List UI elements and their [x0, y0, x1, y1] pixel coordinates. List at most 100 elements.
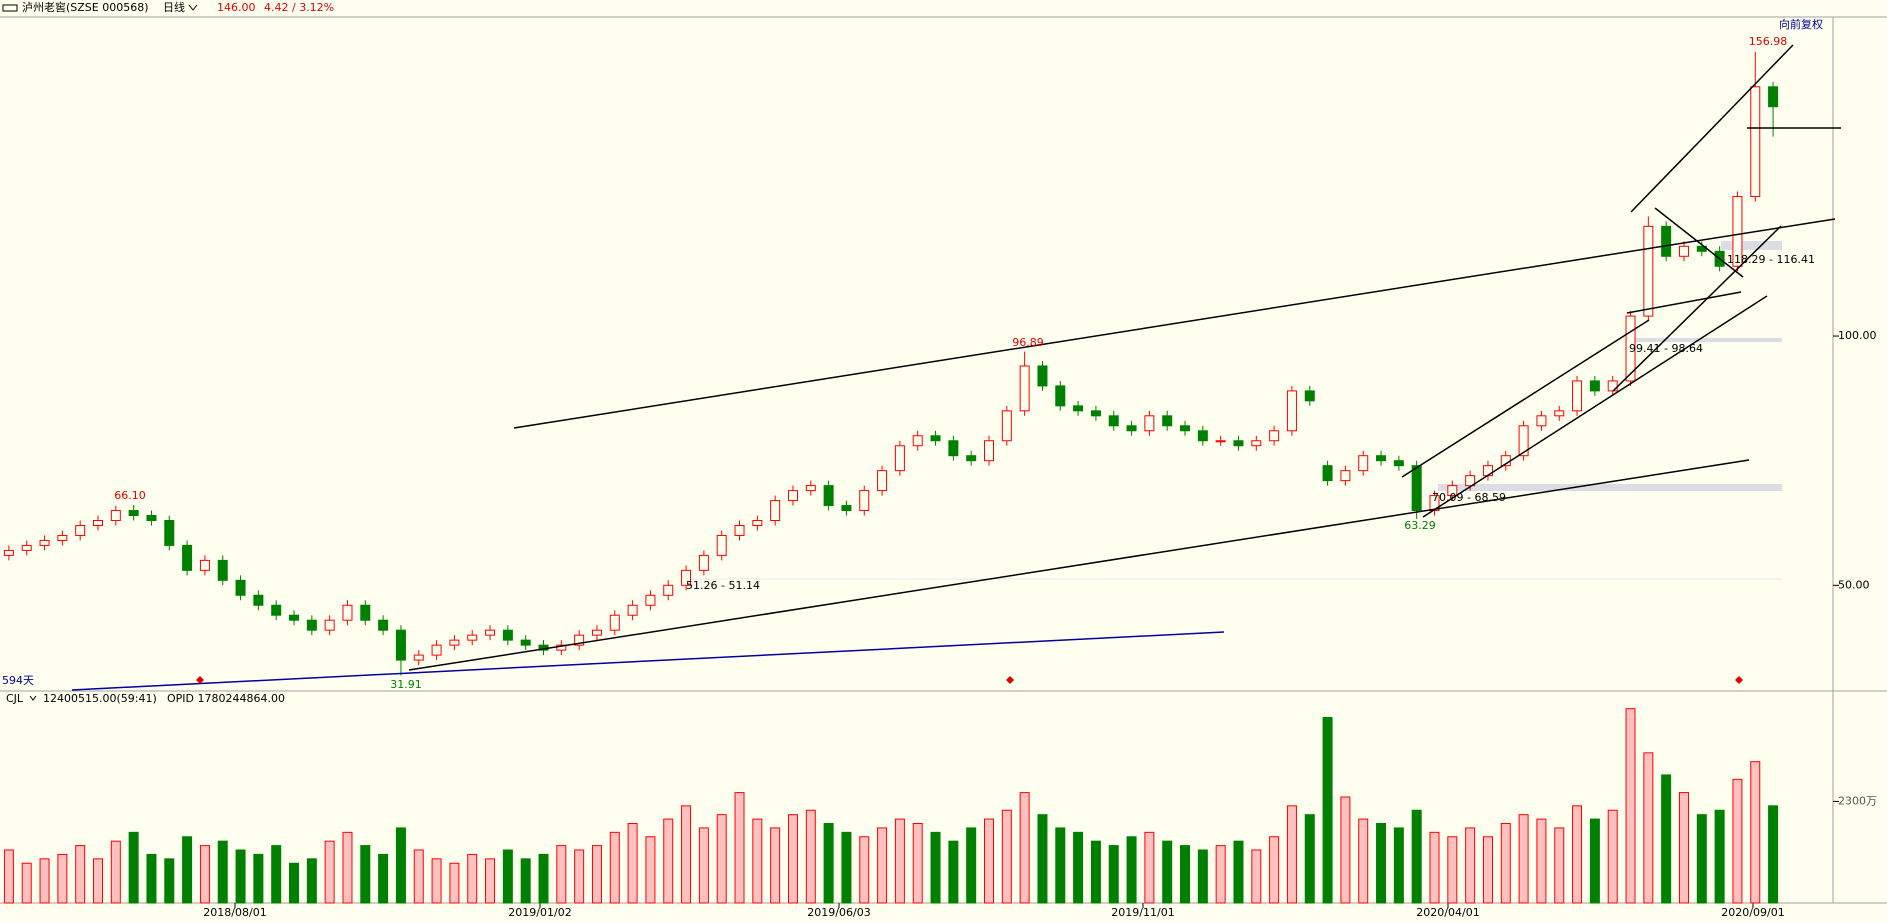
volume-bar [1500, 823, 1511, 904]
volume-bar [1589, 818, 1600, 904]
candle-body [146, 515, 157, 522]
symbol: 泸州老窖(SZSE 000568) [22, 0, 149, 14]
candle-body [21, 544, 32, 551]
volume-bar [787, 814, 798, 904]
candle-body [912, 435, 923, 447]
trend-line [1401, 319, 1650, 478]
period[interactable]: 日线 [163, 0, 185, 14]
price-label: 66.10 [114, 489, 146, 502]
candle-body [1768, 86, 1779, 108]
volume-bar [57, 853, 68, 904]
candle-body [1215, 440, 1226, 443]
candle-body [1554, 410, 1565, 417]
price-label: 156.98 [1749, 35, 1788, 48]
candle-body [289, 614, 300, 621]
indicator-value: 12400515.00(59:41) [43, 692, 157, 705]
candle-body [502, 629, 513, 641]
candle-body [859, 490, 870, 512]
candle-body [485, 629, 496, 636]
volume-bar [1090, 840, 1101, 904]
candle-body [1536, 415, 1547, 427]
volume-bar [1019, 792, 1030, 904]
volume-bar [1340, 796, 1351, 904]
volume-bar [1768, 805, 1779, 904]
candle-body [1322, 465, 1333, 482]
candle-body [164, 520, 175, 546]
volume-bar [289, 862, 300, 904]
candle-body [1269, 430, 1280, 442]
candle-body [1465, 475, 1476, 487]
volume-bar [39, 858, 50, 904]
candle-body [1661, 225, 1672, 257]
candle-body [681, 569, 692, 586]
volume-bar [164, 858, 175, 904]
price-label: 96.89 [1012, 336, 1044, 349]
x-tick-label: 2020/04/01 [1416, 906, 1479, 919]
candle-body [199, 559, 210, 571]
candle-body [1429, 495, 1440, 512]
candle-body [520, 639, 531, 646]
candle-body [1518, 425, 1529, 457]
volume-bar [485, 858, 496, 904]
volume-bar [1269, 836, 1280, 904]
volume-bar [663, 818, 674, 904]
candle-body [1037, 365, 1048, 387]
trend-lines [71, 44, 1841, 691]
trend-line [1630, 44, 1794, 213]
volume-bar [966, 827, 977, 904]
range-label: 99.41 - 98.64 [1629, 342, 1703, 355]
dropdown[interactable] [188, 4, 198, 11]
volume-bar [146, 853, 157, 904]
volume-bar [1696, 814, 1707, 904]
candle-body [716, 534, 727, 556]
volume-bar [627, 823, 638, 904]
volume-bar [360, 845, 371, 904]
volume-bar [1714, 809, 1725, 904]
volume-bar [1162, 840, 1173, 904]
candle-body [609, 614, 620, 631]
volume-bar [21, 862, 32, 904]
x-tick-label: 2019/01/02 [508, 906, 571, 919]
volume-bar [1055, 827, 1066, 904]
volume-bar [1001, 809, 1012, 904]
candle-body [930, 435, 941, 442]
volume-bar [1661, 774, 1672, 904]
price-label: 63.29 [1404, 519, 1436, 532]
volume-bar [1732, 778, 1743, 904]
volume-bar [556, 845, 567, 904]
candle-body [413, 654, 424, 661]
candle-body [1340, 470, 1351, 482]
candle-body [360, 604, 371, 621]
trend-line [513, 218, 1836, 429]
dropdown[interactable] [29, 695, 37, 701]
volume-bar [1393, 827, 1404, 904]
candle-body [449, 639, 460, 646]
volume-bar [306, 858, 317, 904]
volume-bar [716, 814, 727, 904]
candle-body [698, 554, 709, 571]
volume-bar [502, 849, 513, 904]
candle-body [805, 485, 816, 492]
volume-bar [1144, 831, 1155, 904]
volume-bar [609, 831, 620, 904]
candle-body [1073, 405, 1084, 412]
volume-bar [235, 849, 246, 904]
candle-body [93, 520, 103, 526]
candle-body [57, 534, 68, 541]
adjust[interactable]: 向前复权 [1779, 17, 1823, 31]
candle-body [217, 559, 228, 581]
candle-body [1393, 460, 1404, 467]
volume-bar [1554, 827, 1565, 904]
candle-body [1447, 485, 1458, 497]
volume-bar [984, 818, 994, 904]
indicator-name[interactable]: CJL [6, 692, 24, 705]
indicator-opid: OPID 1780244864.00 [167, 692, 285, 705]
candle-body [734, 524, 745, 536]
volume-bar [1233, 840, 1244, 904]
x-tick-label: 2020/09/01 [1721, 906, 1784, 919]
candle-body [1358, 455, 1369, 472]
volume-bar [1126, 836, 1137, 904]
volume-bar [823, 823, 834, 904]
volume-bar [431, 858, 442, 904]
volume-bar [1678, 792, 1689, 904]
